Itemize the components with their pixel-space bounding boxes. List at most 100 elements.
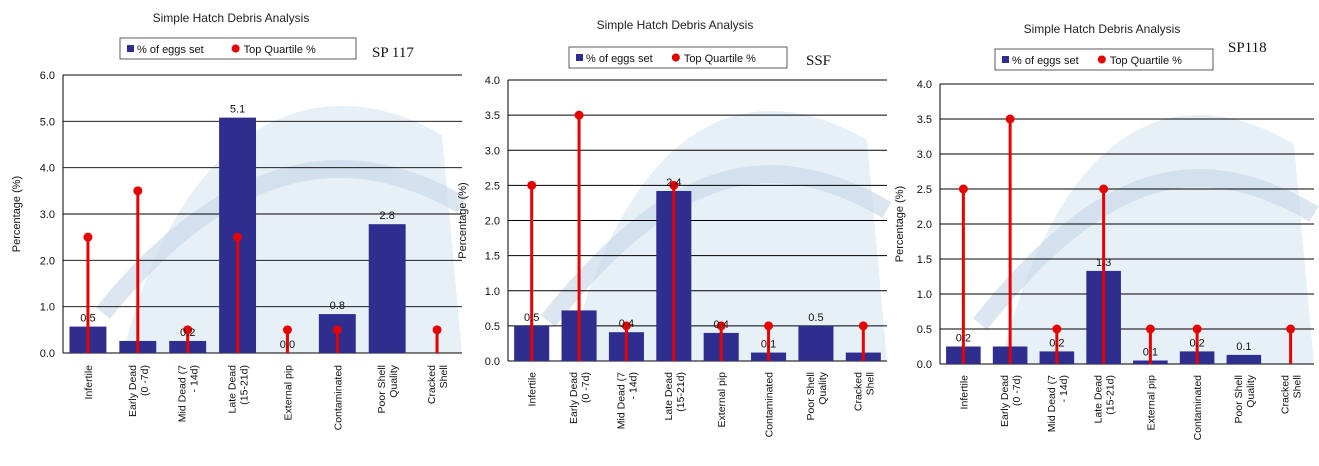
chart-title: Simple Hatch Debris Analysis: [1024, 22, 1181, 36]
category-label: Poor ShellQuality: [805, 371, 829, 420]
category-label: CrackedShell: [852, 372, 876, 411]
chart-panel-2: Simple Hatch Debris Analysis % of eggs se…: [457, 18, 892, 438]
category-label: Early Dead(0 -7d): [568, 372, 592, 424]
legend: % of eggs set Top Quartile %: [994, 48, 1214, 71]
y-tick-label: 3.0: [917, 149, 932, 161]
category-label: Poor ShellQuality: [1233, 374, 1257, 423]
data-label: 2.4: [666, 177, 681, 189]
y-tick-label: 0.5: [485, 321, 500, 333]
chart-title: Simple Hatch Debris Analysis: [597, 18, 754, 32]
category-label: Late Dead(15-21d): [227, 365, 251, 414]
data-label: 0.1: [761, 339, 776, 351]
data-label: 2.8: [380, 210, 395, 222]
chart-panel-3: Simple Hatch Debris Analysis % of eggs se…: [894, 22, 1319, 441]
data-label: 5.1: [230, 104, 245, 116]
category-label-line: Shell: [1292, 375, 1304, 398]
category-label-line: (0 -7d): [580, 372, 592, 403]
data-label: 0.8: [330, 300, 345, 312]
category-label-line: Late Dead: [227, 365, 239, 414]
background-swoosh: [96, 160, 467, 319]
legend-label: Top Quartile %: [1110, 55, 1182, 67]
category-label: Mid Dead (7- 14d): [1046, 375, 1070, 432]
category-label: Infertile: [958, 375, 970, 410]
category-label: CrackedShell: [426, 365, 450, 404]
top-quartile-point: [669, 180, 679, 190]
y-axis-label: Percentage (%): [894, 186, 906, 262]
top-quartile-point: [858, 321, 868, 331]
category-label-line: External pip: [716, 372, 728, 428]
top-quartile-point: [133, 186, 143, 196]
category-label: Contaminated: [332, 365, 344, 431]
category-label-line: External pip: [282, 365, 294, 421]
legend-label: % of eggs set: [1012, 55, 1079, 67]
category-label: Mid Dead (7- 14d): [615, 372, 639, 429]
category-label-line: Contaminated: [764, 372, 776, 438]
category-label-line: Shell: [864, 372, 876, 395]
top-quartile-point: [83, 232, 93, 242]
data-label: 0.2: [180, 327, 195, 339]
data-label: 0.5: [808, 312, 823, 324]
legend-swatch-bar: [1002, 56, 1009, 63]
category-label-line: Quality: [817, 371, 829, 404]
category-label-line: Cracked: [1280, 375, 1292, 414]
bar: [1226, 354, 1262, 364]
top-quartile-point: [233, 232, 243, 242]
y-tick-label: 5.0: [40, 116, 55, 128]
category-label-line: Late Dead: [663, 372, 675, 421]
category-label: Early Dead(0 -7d): [999, 375, 1023, 427]
y-tick-label: 0.5: [917, 324, 932, 336]
top-quartile-point: [764, 321, 774, 331]
legend-label: Top Quartile %: [684, 53, 756, 65]
category-label-line: - 14d): [189, 365, 201, 392]
data-label: 0.2: [1189, 337, 1204, 349]
y-tick-label: 2.0: [40, 255, 55, 267]
y-tick-label: 2.5: [917, 184, 932, 196]
y-tick-label: 4.0: [40, 163, 55, 175]
category-label-line: Mid Dead (7: [1046, 375, 1058, 432]
y-tick-label: 2.0: [917, 219, 932, 231]
category-label-line: Cracked: [852, 372, 864, 411]
y-tick-label: 1.0: [40, 302, 55, 314]
legend-swatch-top-quartile: [671, 53, 680, 62]
category-label: Contaminated: [1192, 375, 1204, 441]
legend-swatch-bar: [576, 54, 583, 61]
top-quartile-point: [1052, 324, 1062, 334]
category-label: Infertile: [83, 365, 95, 400]
top-quartile-point: [1192, 324, 1202, 334]
category-label-line: (15-21d): [239, 365, 251, 405]
data-label: 0.2: [956, 333, 971, 345]
category-label-line: Early Dead: [999, 375, 1011, 427]
category-label: External pip: [282, 365, 294, 421]
category-label-line: Mid Dead (7: [615, 372, 627, 429]
y-tick-label: 3.0: [485, 145, 500, 157]
category-label-line: Quality: [388, 364, 400, 397]
y-axis-label: Percentage (%): [11, 176, 23, 252]
bar: [368, 224, 406, 353]
category-label-line: Poor Shell: [376, 365, 388, 413]
legend: % of eggs set Top Quartile %: [119, 37, 357, 60]
category-label: Contaminated: [764, 372, 776, 438]
data-label: 0.4: [619, 318, 634, 330]
top-quartile-point: [1145, 324, 1155, 334]
category-label-line: (0 -7d): [1011, 375, 1023, 406]
legend-label: % of eggs set: [586, 53, 653, 65]
category-label-line: Infertile: [527, 372, 539, 407]
category-label: Mid Dead (7- 14d): [177, 365, 201, 422]
category-label-line: Infertile: [958, 375, 970, 410]
category-label: Late Dead(15-21d): [663, 372, 687, 421]
background-swoosh: [540, 165, 892, 327]
category-label-line: Cracked: [426, 365, 438, 404]
data-label: 0.4: [714, 319, 729, 331]
category-label-line: (15-21d): [675, 372, 687, 412]
legend: % of eggs set Top Quartile %: [568, 46, 788, 69]
category-label-line: Early Dead: [568, 372, 580, 424]
top-quartile-point: [574, 110, 584, 120]
data-label: 1.3: [1096, 257, 1111, 269]
category-label: External pip: [1145, 375, 1157, 431]
category-label-line: Late Dead: [1093, 375, 1105, 424]
data-label: 0.5: [80, 313, 95, 325]
top-quartile-point: [1286, 324, 1296, 334]
category-label-line: Early Dead: [127, 365, 139, 417]
category-label: Poor ShellQuality: [376, 364, 400, 413]
